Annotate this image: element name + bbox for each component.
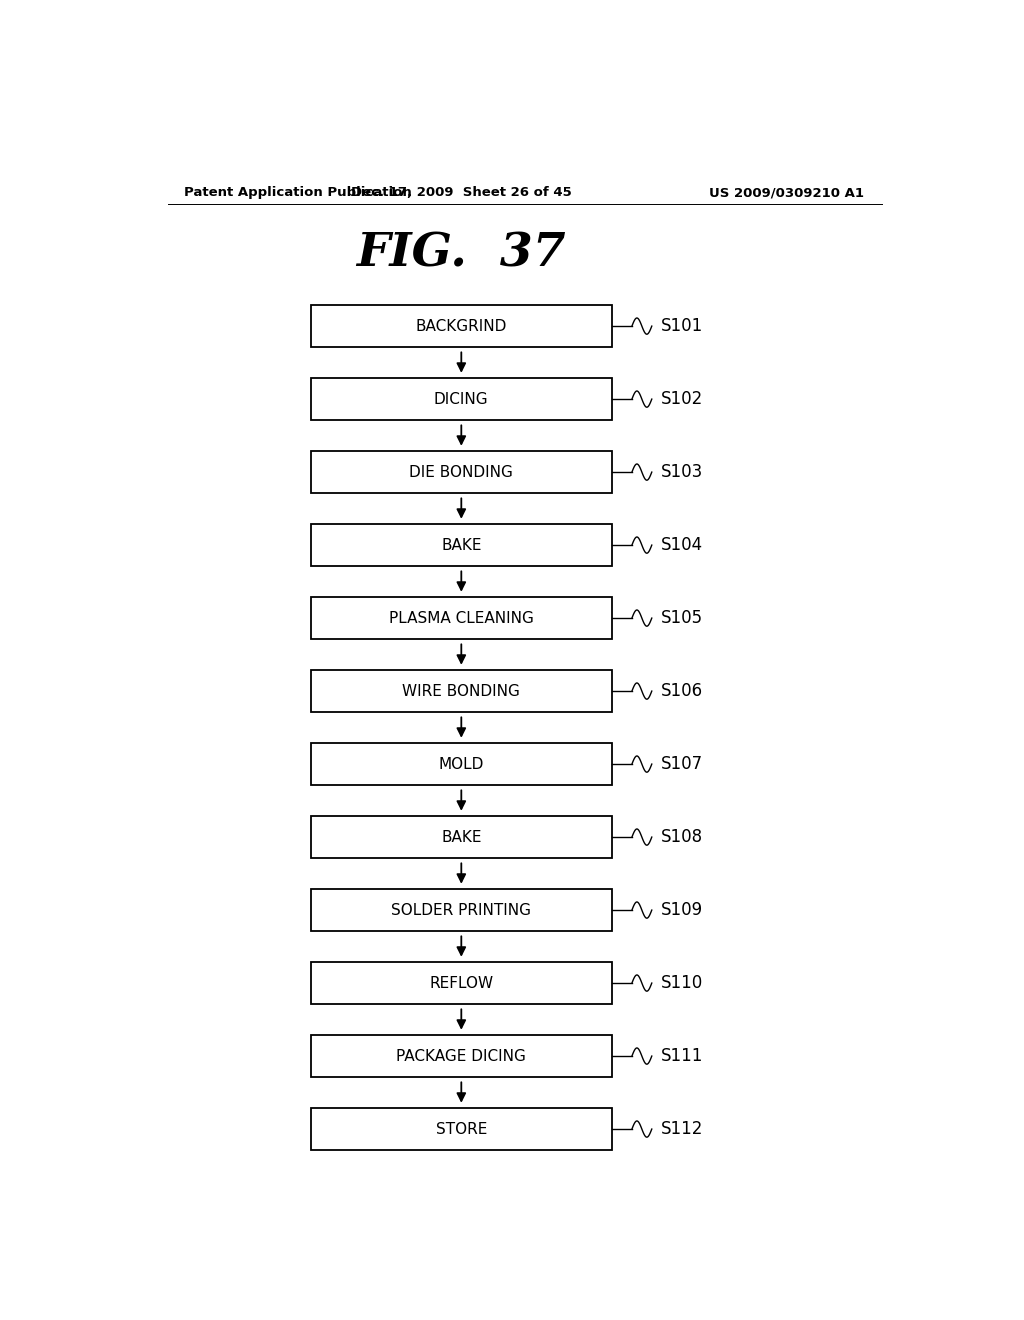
Bar — [310, 816, 612, 858]
Text: BACKGRIND: BACKGRIND — [416, 318, 507, 334]
Bar — [310, 962, 612, 1005]
Text: S112: S112 — [662, 1121, 703, 1138]
Text: S104: S104 — [662, 536, 703, 554]
Text: S110: S110 — [662, 974, 703, 993]
Text: DICING: DICING — [434, 392, 488, 407]
Bar — [310, 743, 612, 785]
Text: S105: S105 — [662, 609, 703, 627]
Text: FIG.  37: FIG. 37 — [356, 231, 566, 277]
Text: S108: S108 — [662, 828, 703, 846]
Text: S102: S102 — [662, 391, 703, 408]
Bar — [310, 888, 612, 932]
Text: WIRE BONDING: WIRE BONDING — [402, 684, 520, 698]
Bar — [310, 450, 612, 494]
Text: STORE: STORE — [435, 1122, 487, 1137]
Text: S109: S109 — [662, 902, 703, 919]
Text: PLASMA CLEANING: PLASMA CLEANING — [389, 611, 534, 626]
Bar — [310, 524, 612, 566]
Bar — [310, 1107, 612, 1151]
Text: S103: S103 — [662, 463, 703, 480]
Bar — [310, 1035, 612, 1077]
Text: US 2009/0309210 A1: US 2009/0309210 A1 — [710, 186, 864, 199]
Text: BAKE: BAKE — [441, 829, 481, 845]
Text: DIE BONDING: DIE BONDING — [410, 465, 513, 479]
Text: REFLOW: REFLOW — [429, 975, 494, 990]
Text: S111: S111 — [662, 1047, 703, 1065]
Text: S101: S101 — [662, 317, 703, 335]
Text: S107: S107 — [662, 755, 703, 774]
Text: BAKE: BAKE — [441, 537, 481, 553]
Text: MOLD: MOLD — [438, 756, 484, 772]
Bar — [310, 378, 612, 421]
Text: SOLDER PRINTING: SOLDER PRINTING — [391, 903, 531, 917]
Text: Dec. 17, 2009  Sheet 26 of 45: Dec. 17, 2009 Sheet 26 of 45 — [351, 186, 571, 199]
Bar — [310, 597, 612, 639]
Bar — [310, 669, 612, 713]
Bar — [310, 305, 612, 347]
Text: Patent Application Publication: Patent Application Publication — [183, 186, 412, 199]
Text: S106: S106 — [662, 682, 703, 700]
Text: PACKAGE DICING: PACKAGE DICING — [396, 1048, 526, 1064]
